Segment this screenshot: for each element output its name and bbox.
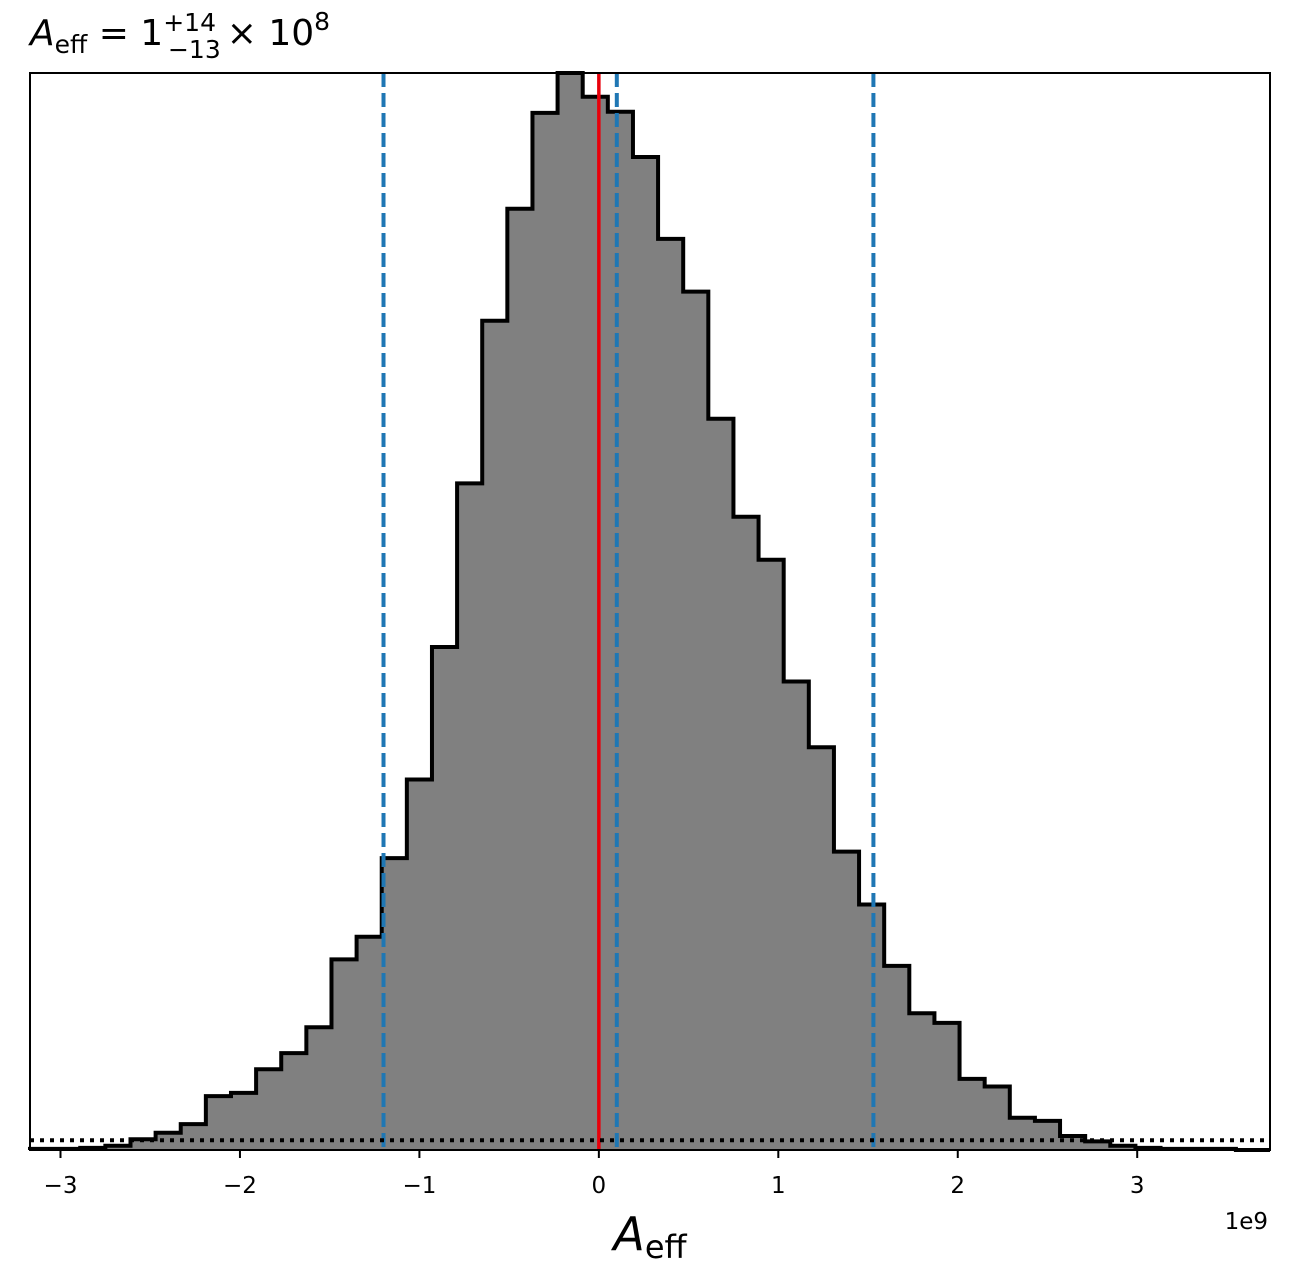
histogram-bar bbox=[708, 418, 734, 1150]
histogram-bars bbox=[30, 73, 1237, 1151]
x-axis-label: Aeff bbox=[610, 1207, 687, 1266]
histogram-bar bbox=[833, 851, 860, 1150]
histogram-bar bbox=[406, 779, 433, 1150]
histogram-bar bbox=[733, 516, 760, 1150]
histogram-bar bbox=[758, 559, 785, 1150]
histogram-bar bbox=[130, 1139, 157, 1150]
histogram-bar bbox=[205, 1096, 232, 1150]
histogram-bar bbox=[155, 1132, 182, 1150]
x-tick-label: 0 bbox=[592, 1173, 607, 1199]
x-tick-label: 1 bbox=[771, 1173, 786, 1199]
histogram-bar bbox=[1110, 1145, 1136, 1150]
chart-title: Aeff = 1+14 −13 × 108 bbox=[28, 7, 330, 64]
histogram-bar bbox=[658, 238, 684, 1150]
histogram-bar bbox=[306, 1027, 332, 1150]
histogram-bar bbox=[582, 96, 609, 1151]
histogram-bar bbox=[356, 936, 383, 1150]
histogram-bar bbox=[808, 747, 835, 1150]
histogram-bar bbox=[431, 647, 458, 1150]
histogram-bar bbox=[607, 111, 634, 1151]
histogram-bar bbox=[482, 320, 508, 1151]
histogram-bar bbox=[381, 858, 408, 1150]
title-superscript: +14 bbox=[163, 8, 216, 37]
xlabel-subscript: eff bbox=[645, 1228, 688, 1266]
histogram-bar bbox=[1009, 1117, 1036, 1150]
plot-frame bbox=[29, 72, 1271, 1151]
x-tick-label: 2 bbox=[950, 1173, 965, 1199]
histogram-bar bbox=[783, 681, 810, 1150]
histogram-bar bbox=[105, 1145, 131, 1150]
histogram-bar bbox=[331, 959, 358, 1150]
histogram-bar bbox=[256, 1069, 282, 1150]
histogram-bar bbox=[1060, 1135, 1086, 1150]
x-tick-label: −2 bbox=[223, 1173, 257, 1199]
reference-lines bbox=[30, 73, 1270, 1150]
title-lower-subscript: −13 bbox=[168, 35, 221, 64]
xlabel-symbol: A bbox=[610, 1207, 644, 1261]
x-offset-text: 1e9 bbox=[1225, 1209, 1268, 1235]
x-tick-label: −1 bbox=[402, 1173, 436, 1199]
histogram-bar bbox=[1085, 1141, 1111, 1150]
title-times: × 10 bbox=[227, 13, 314, 54]
histogram-bar bbox=[457, 483, 483, 1150]
title-symbol: A bbox=[28, 13, 55, 54]
histogram-bar bbox=[934, 1022, 961, 1150]
histogram-outline bbox=[28, 71, 1270, 1152]
histogram-bar bbox=[683, 291, 709, 1151]
histogram-bar bbox=[884, 965, 910, 1150]
title-subscript: eff bbox=[55, 30, 88, 59]
x-axis-ticks: −3 −2 −1 0 1 2 3 bbox=[44, 1150, 1145, 1199]
histogram-bar bbox=[984, 1086, 1011, 1150]
x-tick-label: 3 bbox=[1130, 1173, 1145, 1199]
histogram-bar bbox=[281, 1053, 307, 1150]
title-equals: = 1 bbox=[87, 13, 163, 54]
histogram-bar bbox=[632, 157, 659, 1151]
histogram-bar bbox=[557, 73, 584, 1150]
x-tick-label: −3 bbox=[44, 1173, 78, 1199]
histogram-bar bbox=[1034, 1120, 1061, 1150]
title-exponent: 8 bbox=[314, 7, 330, 36]
histogram-bar bbox=[180, 1124, 207, 1150]
histogram-bar bbox=[532, 112, 559, 1150]
histogram-bar bbox=[507, 208, 533, 1150]
histogram-bar bbox=[959, 1078, 986, 1150]
histogram-bar bbox=[909, 1013, 935, 1150]
